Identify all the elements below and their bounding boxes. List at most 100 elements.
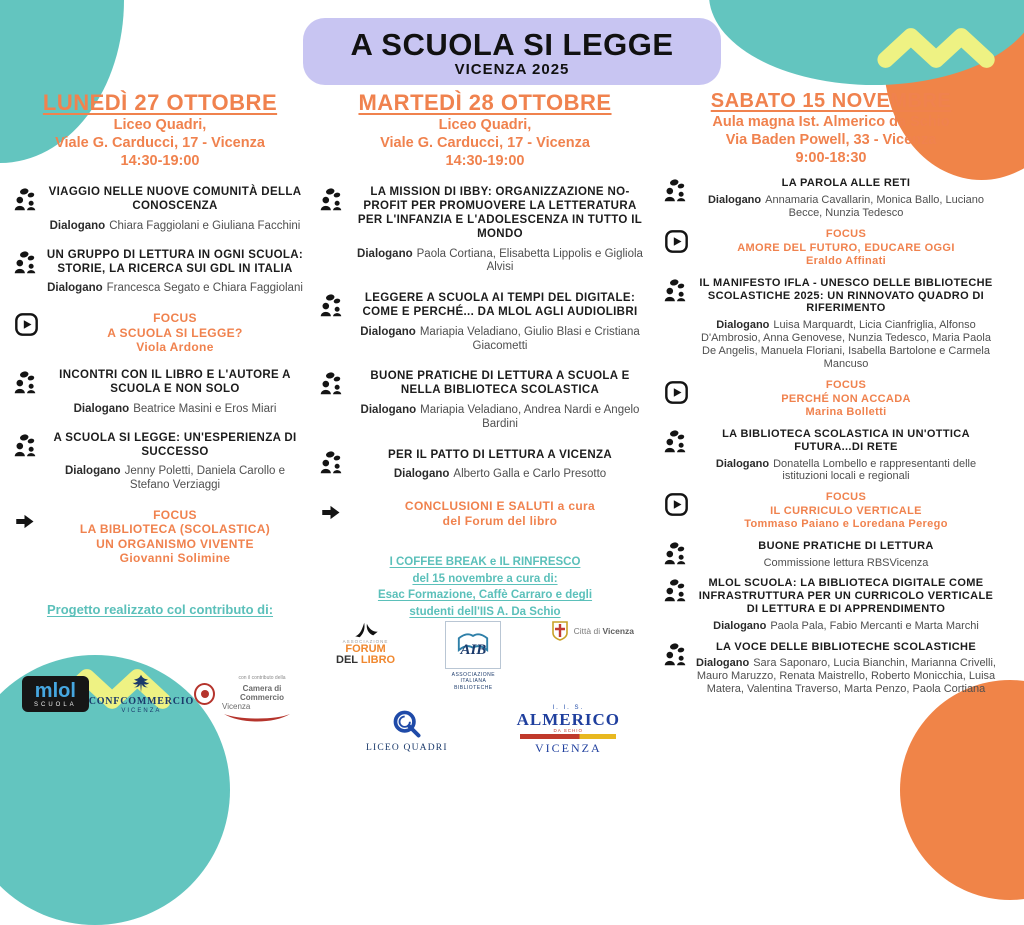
- focus-line: CONCLUSIONI E SALUTI a cura: [404, 499, 596, 514]
- liceo-quadri-logo: LICEO QUADRI: [366, 709, 448, 753]
- event-item: LA PAROLA ALLE RETI Dialogano Annamaria C…: [664, 177, 998, 220]
- event-item: UN GRUPPO DI LETTURA IN OGNI SCUOLA: STO…: [14, 249, 306, 296]
- discussion-icon: [664, 540, 694, 566]
- coffee-break-note[interactable]: I COFFEE BREAK e IL RINFRESCO del 15 nov…: [320, 554, 650, 621]
- focus-line: FOCUS: [825, 490, 867, 503]
- speakers-names: Paola Cortiana, Elisabetta Lippolis e Gi…: [416, 247, 643, 274]
- focus-item: FOCUS AMORE DEL FUTURO, EDUCARE OGGI Era…: [664, 228, 998, 269]
- event-title: LA VOCE DELLE BIBLIOTECHE SCOLASTICHE: [715, 640, 977, 653]
- event-title: A SCUOLA SI LEGGE: UN'ESPERIENZA DI SUCC…: [53, 431, 297, 458]
- event-speakers: Dialogano Sara Saponaro, Lucia Bianchin, …: [694, 657, 998, 696]
- event-speakers: Dialogano Mariapia Veladiano, Andrea Nard…: [350, 404, 650, 432]
- coffee-line: Esac Formazione, Caffè Carraro e degli: [377, 589, 593, 602]
- poster-subtitle: VICENZA 2025: [454, 61, 570, 78]
- event-speakers: Dialogano Paola Pala, Fabio Mercanti e Ma…: [694, 620, 998, 633]
- column-saturday-15-november: SABATO 15 NOVEMBRE Aula magna Ist. Almer…: [664, 90, 998, 762]
- vicenza-logo-text: Città di Vicenza: [573, 625, 634, 636]
- column-monday-27-october: LUNEDÌ 27 OTTOBRE Liceo Quadri, Viale G.…: [14, 90, 306, 762]
- partner-logos-row-2: LICEO QUADRI I. I. S. ALMERICO DA SCHIO …: [320, 691, 650, 762]
- venue-line: Viale G. Carducci, 17 - Vicenza: [380, 135, 590, 152]
- event-speakers: Dialogano Beatrice Masini e Eros Miari: [44, 403, 306, 417]
- coffee-line: I COFFEE BREAK e IL RINFRESCO: [389, 555, 581, 568]
- event-speakers: Dialogano Mariapia Veladiano, Giulio Blas…: [350, 326, 650, 354]
- coffee-line: del 15 novembre a cura di:: [412, 572, 558, 585]
- liceo-quadri-logo-text: LICEO QUADRI: [366, 742, 448, 753]
- aib-logo: AIB ASSOCIAZIONE ITALIANA BIBLIOTECHE: [442, 620, 504, 692]
- poster-title: A SCUOLA SI LEGGE: [350, 27, 674, 62]
- event-speakers: Dialogano Paola Cortiana, Elisabetta Lipp…: [350, 248, 650, 276]
- event-speakers: Dialogano Luisa Marquardt, Licia Cianfrig…: [694, 319, 998, 371]
- event-title: LA BIBLIOTECA SCOLASTICA IN UN'OTTICA FU…: [722, 427, 970, 453]
- focus-speaker: Marina Bolletti: [805, 406, 887, 419]
- focus-item: FOCUS PERCHÉ NON ACCADA Marina Bolletti: [664, 379, 998, 420]
- discussion-icon: [664, 428, 694, 454]
- camera-swoosh-icon: [224, 714, 291, 722]
- contributors-link[interactable]: Progetto realizzato col contributo di:: [46, 602, 274, 618]
- focus-speaker: Viola Ardone: [136, 339, 214, 354]
- event-item: BUONE PRATICHE DI LETTURA A SCUOLA E NEL…: [320, 370, 650, 431]
- focus-line: del Forum del libro: [442, 513, 558, 528]
- column-header: SABATO 15 NOVEMBRE Aula magna Ist. Almer…: [664, 90, 998, 167]
- event-title: UN GRUPPO DI LETTURA IN OGNI SCUOLA: STO…: [46, 248, 304, 275]
- event-item: INCONTRI CON IL LIBRO E L'AUTORE A SCUOL…: [14, 369, 306, 416]
- event-speakers: Dialogano Jenny Poletti, Daniela Carollo …: [44, 465, 306, 493]
- almerico-iis-text: I. I. S.: [552, 705, 585, 712]
- speakers-label: Dialogano: [360, 325, 416, 338]
- discussion-icon: [664, 641, 694, 667]
- event-speakers: Dialogano Annamaria Cavallarin, Monica Ba…: [694, 194, 998, 220]
- confcommercio-eagle-icon: [132, 674, 150, 693]
- speakers-label: Dialogano: [47, 282, 103, 295]
- focus-line: UN ORGANISMO VIVENTE: [96, 536, 254, 551]
- aib-caption: ASSOCIAZIONE ITALIANA BIBLIOTECHE: [451, 671, 496, 691]
- discussion-icon: [14, 249, 44, 275]
- speakers-label: Dialogano: [357, 247, 413, 260]
- discussion-icon: [664, 177, 694, 203]
- discussion-icon: [14, 432, 44, 458]
- vicenza-shield-icon: [551, 620, 568, 641]
- poster-title-box: A SCUOLA SI LEGGE VICENZA 2025: [303, 18, 721, 85]
- confcommercio-logo-text: CONFCOMMERCIO: [88, 696, 195, 708]
- focus-line: IL CURRICULO VERTICALE: [770, 504, 922, 517]
- event-title: VIAGGIO NELLE NUOVE COMUNITÀ DELLA CONOS…: [48, 186, 302, 213]
- decor-zigzag-top-right: [877, 28, 995, 68]
- event-item: LA VOCE DELLE BIBLIOTECHE SCOLASTICHE Di…: [664, 641, 998, 697]
- citta-di-vicenza-logo: Città di Vicenza: [551, 620, 634, 641]
- event-item: LA MISSION DI IBBY: ORGANIZZAZIONE NO-PR…: [320, 186, 650, 275]
- forum-logo-text: FORUM: [345, 642, 386, 655]
- camera-commercio-logo: con il contributo della Camera di Commer…: [194, 666, 302, 722]
- focus-line: FOCUS: [153, 311, 197, 326]
- camera-caption: con il contributo della: [238, 675, 286, 682]
- focus-line: PERCHÉ NON ACCADA: [781, 392, 911, 405]
- column-header: MARTEDÌ 28 OTTOBRE Liceo Quadri, Viale G…: [320, 90, 650, 170]
- event-title: PER IL PATTO DI LETTURA A VICENZA: [387, 448, 613, 461]
- venue-time: 14:30-19:00: [120, 153, 200, 170]
- mlol-logo-text: mlol: [34, 680, 76, 703]
- event-speakers: Dialogano Francesca Segato e Chiara Faggi…: [44, 282, 306, 296]
- forum-del-libro-logo: ASSOCIAZIONE FORUM DEL LIBRO: [336, 621, 395, 667]
- venue-line: Liceo Quadri,: [113, 117, 207, 133]
- almerico-color-bar: [520, 734, 617, 740]
- column-day-title: LUNEDÌ 27 OTTOBRE: [42, 90, 278, 115]
- confcommercio-logo-subtext: VICENZA: [121, 708, 162, 715]
- events-list: LA PAROLA ALLE RETI Dialogano Annamaria C…: [664, 177, 998, 696]
- event-title: BUONE PRATICHE DI LETTURA A SCUOLA E NEL…: [370, 370, 630, 397]
- focus-item: FOCUS A SCUOLA SI LEGGE? Viola Ardone: [14, 311, 306, 354]
- confcommercio-logo: CONFCOMMERCIO VICENZA: [89, 674, 194, 714]
- partner-logos-row-1: ASSOCIAZIONE FORUM DEL LIBRO AIB ASSOCIA…: [320, 620, 650, 692]
- event-speakers: Dialogano Chiara Faggiolani e Giuliana Fa…: [44, 220, 306, 234]
- event-item: BUONE PRATICHE DI LETTURA Commissione le…: [664, 540, 998, 570]
- almerico-da-schio-logo: I. I. S. ALMERICO DA SCHIO VICENZA: [517, 705, 620, 756]
- speakers-names: Mariapia Veladiano, Andrea Nardi e Angel…: [420, 403, 640, 430]
- venue-line: Viale G. Carducci, 17 - Vicenza: [55, 135, 265, 152]
- events-list: LA MISSION DI IBBY: ORGANIZZAZIONE NO-PR…: [320, 186, 650, 528]
- discussion-icon: [320, 186, 350, 212]
- event-title: LA MISSION DI IBBY: ORGANIZZAZIONE NO-PR…: [357, 186, 643, 240]
- focus-line: LA BIBLIOTECA (SCOLASTICA): [79, 522, 271, 537]
- speakers-label: Dialogano: [716, 319, 770, 332]
- speakers-label: Dialogano: [696, 657, 750, 670]
- speakers-names: Paola Pala, Fabio Mercanti e Marta March…: [770, 620, 979, 633]
- camera-logo-subtext: Vicenza: [222, 702, 251, 712]
- events-list: VIAGGIO NELLE NUOVE COMUNITÀ DELLA CONOS…: [14, 186, 306, 565]
- column-tuesday-28-october: MARTEDÌ 28 OTTOBRE Liceo Quadri, Viale G…: [320, 90, 650, 762]
- column-day-title: MARTEDÌ 28 OTTOBRE: [358, 90, 612, 115]
